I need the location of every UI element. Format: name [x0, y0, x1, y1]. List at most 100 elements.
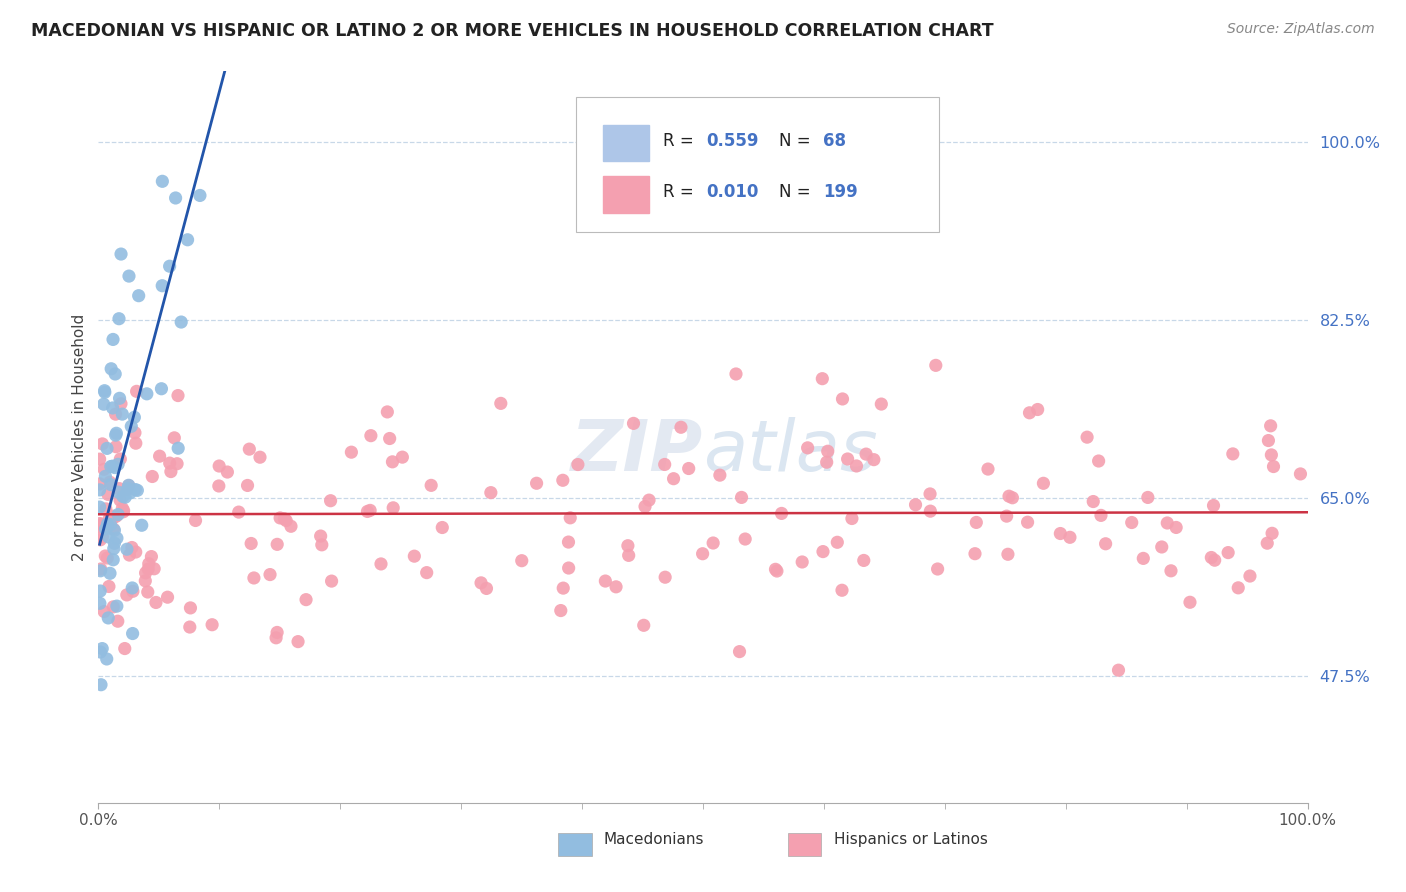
Point	[1289, 467, 1312, 481]
Point	[101, 509, 124, 524]
Point	[1218, 546, 1240, 560]
Point	[110, 397, 132, 411]
Point	[94, 522, 117, 536]
FancyBboxPatch shape	[576, 97, 939, 232]
Point	[115, 483, 138, 497]
Point	[160, 465, 183, 479]
Point	[167, 388, 190, 402]
Point	[925, 359, 948, 373]
Point	[121, 541, 143, 555]
Point	[111, 490, 134, 504]
Point	[1094, 537, 1116, 551]
Point	[114, 490, 136, 504]
Point	[138, 557, 160, 571]
Point	[381, 455, 404, 469]
Point	[811, 372, 834, 386]
Point	[770, 507, 793, 521]
Point	[111, 501, 134, 516]
Point	[120, 486, 142, 500]
Point	[551, 473, 574, 487]
Point	[108, 311, 131, 326]
Point	[136, 562, 159, 576]
Point	[179, 620, 201, 634]
Point	[266, 625, 288, 640]
Point	[1204, 553, 1226, 567]
Point	[131, 518, 153, 533]
Point	[259, 567, 281, 582]
Point	[108, 482, 131, 496]
FancyBboxPatch shape	[603, 125, 648, 161]
Point	[827, 535, 849, 549]
Text: 0.559: 0.559	[707, 132, 759, 150]
Point	[1121, 516, 1143, 530]
Point	[96, 652, 118, 666]
Point	[108, 493, 131, 508]
Point	[176, 233, 198, 247]
Point	[124, 410, 146, 425]
Point	[179, 601, 201, 615]
Point	[156, 591, 179, 605]
Point	[115, 588, 138, 602]
Text: Macedonians: Macedonians	[603, 832, 704, 847]
Point	[378, 432, 401, 446]
Point	[831, 392, 853, 406]
Point	[89, 483, 111, 497]
Point	[166, 457, 188, 471]
Point	[360, 428, 382, 442]
Point	[98, 566, 121, 581]
Point	[855, 447, 877, 461]
Point	[90, 517, 112, 532]
Point	[135, 387, 157, 401]
Point	[479, 485, 502, 500]
Point	[208, 458, 231, 473]
Point	[1166, 520, 1188, 534]
Point	[238, 442, 260, 457]
Point	[432, 520, 454, 534]
Point	[150, 174, 173, 188]
Point	[93, 384, 115, 398]
Point	[103, 522, 125, 536]
Point	[90, 562, 112, 576]
Text: 199: 199	[823, 183, 858, 201]
Point	[1222, 447, 1244, 461]
Point	[995, 509, 1018, 524]
Point	[977, 462, 1000, 476]
Point	[617, 539, 640, 553]
Point	[217, 465, 239, 479]
Point	[796, 441, 818, 455]
Point	[104, 460, 127, 475]
Point	[103, 523, 125, 537]
Point	[112, 503, 135, 517]
Point	[228, 505, 250, 519]
Point	[1178, 595, 1201, 609]
FancyBboxPatch shape	[603, 176, 648, 212]
Point	[104, 428, 127, 442]
Point	[489, 396, 512, 410]
Point	[553, 581, 575, 595]
Point	[104, 407, 127, 421]
Point	[404, 549, 426, 564]
Point	[766, 564, 789, 578]
Point	[264, 631, 287, 645]
Point	[266, 537, 288, 551]
Point	[243, 571, 266, 585]
Point	[124, 483, 146, 497]
Point	[121, 581, 143, 595]
Point	[1239, 569, 1261, 583]
Point	[163, 431, 186, 445]
Point	[135, 566, 157, 580]
Point	[1227, 581, 1250, 595]
Point	[125, 436, 148, 450]
Point	[1017, 515, 1039, 529]
Point	[728, 645, 751, 659]
Point	[927, 562, 949, 576]
Point	[1256, 536, 1278, 550]
Point	[104, 367, 127, 381]
FancyBboxPatch shape	[787, 833, 821, 856]
Point	[918, 487, 941, 501]
Point	[557, 535, 579, 549]
Point	[340, 445, 363, 459]
Text: ZIP: ZIP	[571, 417, 703, 486]
Point	[110, 247, 132, 261]
Point	[309, 529, 332, 543]
